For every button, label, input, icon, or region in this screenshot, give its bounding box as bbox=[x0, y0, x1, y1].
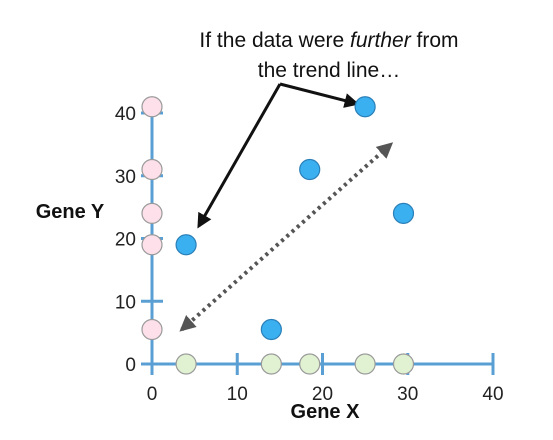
annotation-line-1: If the data were further from bbox=[199, 29, 458, 52]
y-axis-title: Gene Y bbox=[36, 201, 105, 223]
y-projection-point bbox=[141, 202, 163, 224]
annotation-arrow bbox=[197, 83, 282, 229]
projections bbox=[141, 96, 415, 375]
y-projection-point bbox=[141, 318, 163, 341]
x-tick-label: 10 bbox=[227, 384, 248, 405]
arrows bbox=[179, 82, 394, 332]
y-tick-label: 10 bbox=[115, 292, 136, 313]
data-point bbox=[175, 234, 197, 256]
data-point bbox=[299, 158, 321, 181]
annotation-arrow bbox=[279, 82, 360, 108]
x-tick-label: 0 bbox=[147, 384, 158, 405]
x-projection-point bbox=[299, 353, 321, 375]
x-projection-point bbox=[354, 353, 376, 375]
x-projection-point bbox=[175, 353, 197, 375]
data-point bbox=[354, 96, 376, 118]
annotation-suffix: from bbox=[411, 29, 459, 52]
data-points bbox=[175, 96, 415, 341]
annotation-emphasis: further bbox=[350, 29, 412, 52]
x-tick-label: 30 bbox=[397, 384, 418, 405]
y-projection-point bbox=[141, 158, 163, 181]
data-point bbox=[392, 202, 415, 224]
x-tick-label: 20 bbox=[312, 384, 333, 405]
y-projection-point bbox=[141, 96, 163, 118]
trend-line-arrow bbox=[179, 142, 394, 332]
y-tick-label: 0 bbox=[125, 355, 136, 376]
x-tick-label: 40 bbox=[482, 384, 503, 405]
y-tick-label: 20 bbox=[115, 230, 136, 251]
x-axis-title: Gene X bbox=[291, 401, 361, 423]
data-point bbox=[260, 318, 282, 341]
y-projection-point bbox=[141, 234, 163, 256]
annotation-line-2: the trend line… bbox=[258, 59, 400, 82]
y-tick-label: 30 bbox=[115, 167, 136, 188]
annotation-prefix: If the data were bbox=[199, 29, 350, 52]
x-projection-point bbox=[260, 353, 282, 375]
y-tick-label: 40 bbox=[115, 104, 136, 125]
x-projection-point bbox=[392, 353, 415, 375]
